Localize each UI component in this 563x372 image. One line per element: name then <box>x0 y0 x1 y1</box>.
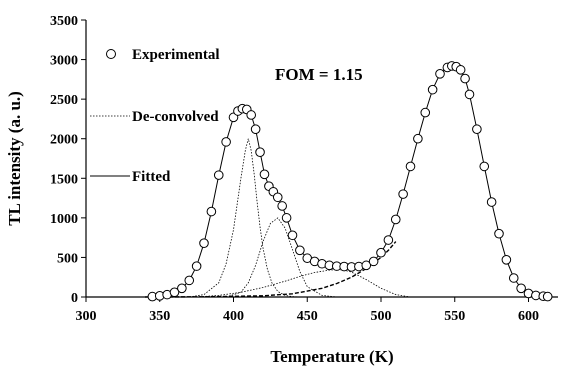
axes-group: 0 500 1000 1500 2000 2500 3000 3500 300 350 400 450… <box>50 14 558 324</box>
experimental-point <box>277 201 287 211</box>
experimental-point <box>405 161 416 172</box>
experimental-point <box>191 261 202 271</box>
legend-label: Fitted <box>132 169 171 185</box>
experimental-point <box>199 238 209 248</box>
legend: Experimental De-convolved Fitted <box>90 47 220 185</box>
y-tick-label: 2500 <box>50 93 78 108</box>
x-tick-label: 500 <box>371 309 392 324</box>
experimental-point <box>177 283 187 294</box>
legend-marker-experimental <box>106 49 116 59</box>
x-tick-label: 450 <box>297 309 318 324</box>
experimental-point <box>460 73 470 84</box>
experimental-point <box>516 283 526 294</box>
experimental-point <box>255 147 265 157</box>
fitted-curve <box>152 65 548 298</box>
experimental-point <box>184 275 195 286</box>
experimental-point <box>368 256 379 267</box>
experimental-point <box>472 124 482 135</box>
x-axis-title: Temperature (K) <box>270 347 393 366</box>
experimental-point <box>455 65 466 75</box>
y-axis-title: TL intensity (a. u.) <box>5 91 24 226</box>
experimental-point <box>361 260 372 271</box>
experimental-point <box>246 110 256 120</box>
experimental-point <box>287 230 298 241</box>
legend-label: Experimental <box>132 47 220 63</box>
experimental-point <box>427 84 438 95</box>
experimental-point <box>169 287 180 298</box>
x-tick-label: 400 <box>223 309 244 324</box>
experimental-point <box>250 124 261 135</box>
y-tick-label: 500 <box>57 251 78 266</box>
y-tick-label: 3000 <box>50 54 78 69</box>
x-tick-label: 600 <box>518 309 539 324</box>
experimental-point <box>486 197 497 207</box>
experimental-point <box>413 133 423 144</box>
fom-annotation: FOM = 1.15 <box>275 65 363 84</box>
y-tick-label: 1000 <box>50 212 78 227</box>
x-tick-label: 350 <box>149 309 170 324</box>
experimental-point <box>281 213 292 223</box>
experimental-point <box>390 214 401 225</box>
experimental-point <box>479 161 490 172</box>
experimental-point <box>508 273 519 283</box>
x-tick-label: 550 <box>444 309 465 324</box>
experimental-point <box>494 228 504 239</box>
x-tick-label: 300 <box>76 309 97 324</box>
markers-group <box>147 61 553 302</box>
experimental-point <box>213 170 224 180</box>
experimental-point <box>259 169 270 180</box>
experimental-point <box>272 192 283 203</box>
experimental-point <box>435 69 445 79</box>
experimental-point <box>295 245 305 256</box>
y-tick-label: 3500 <box>50 14 78 29</box>
experimental-point <box>206 206 217 217</box>
y-tick-label: 0 <box>71 291 78 306</box>
y-tick-label: 2000 <box>50 133 78 148</box>
experimental-point <box>383 235 394 245</box>
experimental-point <box>542 291 553 302</box>
deconvolved-component-curve <box>225 217 337 298</box>
experimental-point <box>501 255 512 265</box>
legend-label: De-convolved <box>132 109 219 125</box>
y-tick-label: 1500 <box>50 172 78 187</box>
experimental-point <box>464 89 475 100</box>
experimental-point <box>398 189 408 199</box>
experimental-point <box>420 107 431 118</box>
deconvolved-component-curve <box>196 269 411 298</box>
experimental-point <box>221 137 231 147</box>
experimental-point <box>376 247 386 258</box>
